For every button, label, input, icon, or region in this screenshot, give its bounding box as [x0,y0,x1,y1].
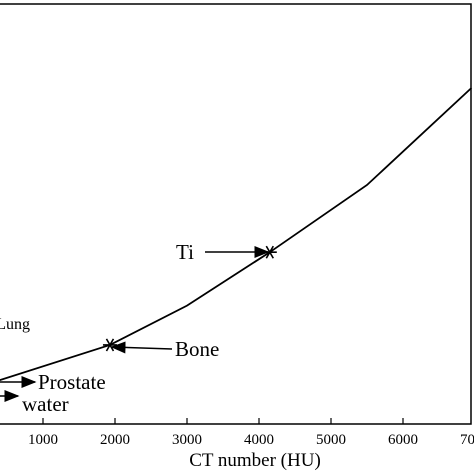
annotation: Bone [175,337,219,361]
annotation: Prostate [38,370,106,394]
annotation: Ti [176,240,194,264]
x-axis-label: CT number (HU) [189,450,321,471]
x-tick-label: 3000 [172,432,202,448]
annotation: Lung [0,316,30,333]
x-tick-label: 7000 [460,432,474,448]
x-tick-label: 2000 [100,432,130,448]
plot-frame [0,3,472,425]
data-line [0,87,473,381]
point-marker [102,338,117,352]
annotation: water [22,392,69,416]
annotation-arrow [110,341,173,354]
x-tick-label: 4000 [244,432,274,448]
x-tick-label: 1000 [28,432,58,448]
x-tick-label: 5000 [316,432,346,448]
x-tick-label: 6000 [388,432,418,448]
